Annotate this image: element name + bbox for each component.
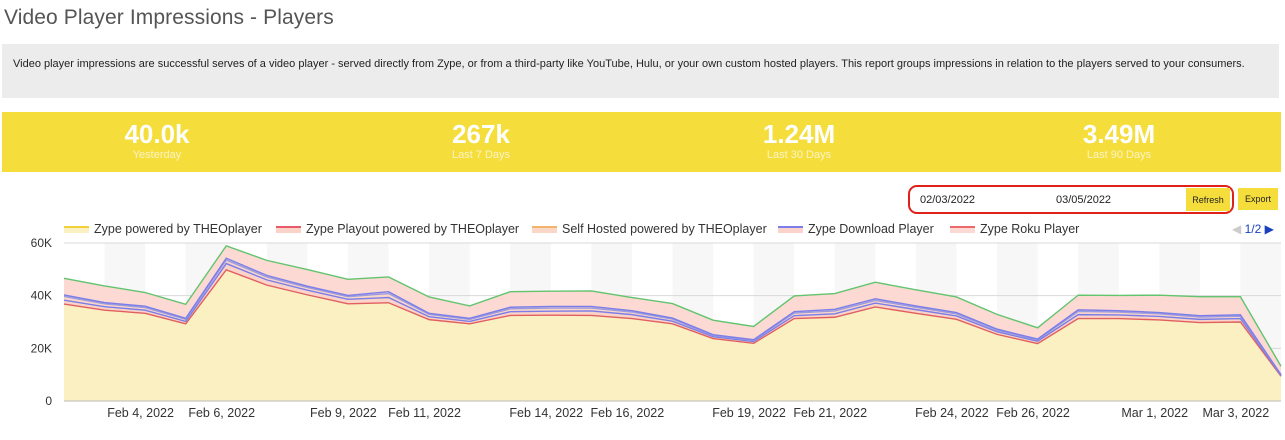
x-tick-label: Feb 19, 2022 <box>712 406 786 420</box>
stat-last-30-days: 1.24M Last 30 Days <box>699 119 899 161</box>
start-date-input[interactable] <box>920 192 1030 208</box>
y-tick-label: 40K <box>31 289 52 303</box>
pager-page-indicator: 1/2 <box>1244 222 1262 236</box>
legend-pager: ◀ 1/2 ▶ <box>1232 222 1274 236</box>
x-tick-label: Feb 9, 2022 <box>310 406 377 420</box>
page-title: Video Player Impressions - Players <box>4 6 334 29</box>
x-tick-label: Mar 1, 2022 <box>1121 406 1188 420</box>
stats-summary-bar: 40.0k Yesterday 267k Last 7 Days 1.24M L… <box>2 112 1281 172</box>
x-tick-label: Feb 14, 2022 <box>509 406 583 420</box>
series-line-0 <box>63 269 1282 377</box>
legend-label: Zype Roku Player <box>980 222 1080 236</box>
x-tick-label: Feb 11, 2022 <box>388 406 461 420</box>
report-description: Video player impressions are successful … <box>2 44 1279 98</box>
legend-label: Zype powered by THEOplayer <box>94 222 262 236</box>
legend-swatch <box>64 226 89 233</box>
series-area-0 <box>64 269 1281 401</box>
legend-label: Self Hosted powered by THEOplayer <box>562 222 767 236</box>
export-button[interactable]: Export <box>1238 188 1278 210</box>
stat-last-7-days: 267k Last 7 Days <box>381 119 581 161</box>
x-tick-label: Feb 21, 2022 <box>793 406 867 420</box>
y-tick-label: 60K <box>31 236 52 250</box>
impressions-area-chart: 0 20K 40K 60K Feb 4, 2022 Feb 6, 2022 Feb 9, 2… <box>31 236 1282 420</box>
end-date-input[interactable] <box>1056 192 1176 208</box>
x-tick-label: Feb 24, 2022 <box>915 406 989 420</box>
series-line-2 <box>63 259 1282 376</box>
legend-swatch <box>276 226 301 233</box>
stat-yesterday: 40.0k Yesterday <box>57 119 257 161</box>
x-tick-label: Feb 26, 2022 <box>996 406 1070 420</box>
date-range-picker: Refresh <box>908 185 1234 214</box>
x-tick-label: Feb 6, 2022 <box>188 406 255 420</box>
legend-swatch <box>950 226 975 233</box>
x-tick-label: Feb 16, 2022 <box>591 406 665 420</box>
pager-prev-icon[interactable]: ◀ <box>1232 222 1242 236</box>
stat-label: Last 7 Days <box>451 149 511 161</box>
stat-value: 267k <box>452 119 510 149</box>
series-line-3 <box>63 257 1282 376</box>
pager-next-icon[interactable]: ▶ <box>1264 222 1274 236</box>
stat-label: Yesterday <box>132 149 182 161</box>
legend-swatch <box>532 226 557 233</box>
x-tick-label: Feb 4, 2022 <box>107 406 174 420</box>
stat-label: Last 30 Days <box>766 149 832 161</box>
series-line-1 <box>63 262 1282 376</box>
legend-swatch <box>778 226 803 233</box>
stat-label: Last 90 Days <box>1086 149 1152 161</box>
x-tick-label: Mar 3, 2022 <box>1203 406 1270 420</box>
legend-label: Zype Download Player <box>808 222 934 236</box>
stat-last-90-days: 3.49M Last 90 Days <box>1019 119 1219 161</box>
legend-label: Zype Playout powered by THEOplayer <box>306 222 520 236</box>
y-tick-label: 20K <box>31 341 52 355</box>
series-line-4 <box>63 245 1282 367</box>
stat-value: 1.24M <box>762 119 836 149</box>
stat-value: 40.0k <box>124 119 190 149</box>
y-tick-label: 0 <box>45 394 52 408</box>
stat-value: 3.49M <box>1082 119 1156 149</box>
refresh-button[interactable]: Refresh <box>1186 188 1230 211</box>
